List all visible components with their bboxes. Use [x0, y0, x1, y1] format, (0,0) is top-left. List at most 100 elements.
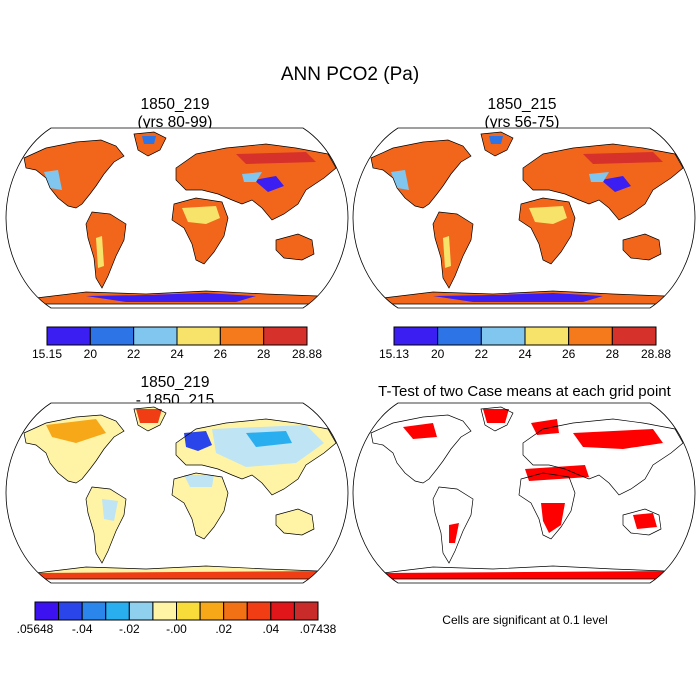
field-scandinavia-sig [531, 419, 559, 435]
continent-australia [276, 509, 314, 535]
field-sahara-lightblue [184, 475, 214, 487]
field-greenland-sig [483, 409, 509, 423]
continent-australia [623, 234, 661, 260]
colorbar-swatch [568, 326, 613, 346]
colorbar-tick-label: 24 [518, 347, 532, 361]
coastline-north-america [370, 139, 472, 209]
coastline-north-america [23, 139, 125, 209]
coastline-africa [518, 472, 576, 540]
coastline-greenland [133, 406, 167, 432]
map-panel-bottom-right [352, 402, 696, 584]
colorbar-tick-label: 15.13 [378, 347, 410, 361]
coastline-eurasia [522, 143, 684, 221]
map-border [352, 402, 696, 584]
colorbar-swatch [34, 601, 60, 621]
coastline-south-america [85, 486, 127, 564]
colorbar-swatches [34, 601, 319, 621]
colorbar-tick-label: 26 [213, 347, 228, 361]
coastline-north-america [23, 414, 125, 484]
field-tibet-blue [254, 176, 284, 192]
colorbar-swatch [176, 601, 201, 621]
coastline-africa [518, 197, 576, 265]
field-sahara-yellow [529, 206, 567, 224]
field-central-asia-lightblue [242, 172, 262, 182]
colorbar-tick-label: .02 [215, 622, 232, 636]
panel-title-bottom-left-line1: 1850_219 [140, 374, 210, 391]
colorbar-tick-label: -.04 [71, 622, 93, 636]
field-siberia-dark [583, 152, 663, 164]
colorbar-swatch [293, 601, 319, 621]
coastline-eurasia [522, 418, 684, 496]
coastline-south-america [432, 211, 474, 289]
field-antarctica-red [28, 571, 326, 579]
field-greenland-blue [142, 136, 156, 144]
field-rockies-blue [391, 170, 409, 190]
colorbar-tick-label: .04 [262, 622, 280, 636]
colorbar-tick-label: .05648 [16, 622, 54, 636]
colorbar-swatch [611, 326, 657, 346]
field-antarctica-blue [433, 293, 603, 302]
field-greenland-blue [489, 136, 503, 144]
colorbar-swatch [89, 326, 135, 346]
colorbar-tick-label: -.02 [118, 622, 140, 636]
colorbar-tick-label: 20 [83, 347, 98, 361]
colorbar-swatch [393, 326, 439, 346]
map-panel-top-left [5, 127, 349, 309]
coastline-greenland [480, 406, 514, 432]
coastline-africa [171, 472, 229, 540]
coastline-south-america [432, 486, 474, 564]
field-tibet-blue [601, 176, 631, 192]
field-australia-sig [633, 513, 657, 529]
coastline-north-america [370, 414, 472, 484]
panel-title-top-right: 1850_215 (yrs 56-75) [352, 96, 692, 132]
panel-title-bottom-right: T-Test of two Case means at each grid po… [352, 383, 697, 401]
field-asia-lightblue [212, 425, 324, 467]
colorbar-tick-label: 28.88 [291, 347, 323, 361]
continent-australia [276, 234, 314, 260]
colorbar-tick-label: 28.88 [640, 347, 672, 361]
colorbar-tick-label: 28 [256, 347, 271, 361]
significance-footnote: Cells are significant at 0.1 level [442, 613, 608, 627]
field-canada-orange [46, 419, 106, 443]
colorbar-swatch [199, 601, 225, 621]
coastline-australia [622, 233, 662, 261]
colorbar-swatch [524, 326, 570, 346]
map-border [5, 402, 349, 584]
colorbar-swatch [263, 326, 308, 346]
field-central-asia-lightblue [589, 172, 609, 182]
continent-africa [172, 473, 228, 539]
coastline-eurasia [175, 143, 337, 221]
field-greenland-red [136, 409, 162, 423]
coastline-antarctica [373, 565, 674, 580]
colorbar-swatch [219, 326, 265, 346]
map-panel-bottom-left [5, 402, 349, 584]
field-canada-sig [403, 423, 437, 439]
colorbar-swatch [105, 601, 130, 621]
coastline-greenland [133, 131, 167, 157]
field-europe-blue [184, 431, 212, 451]
coastline-greenland [480, 131, 514, 157]
field-south-america-lightblue [102, 499, 118, 521]
coastline-south-america [85, 211, 127, 289]
continent-south-america [86, 212, 126, 288]
colorbar-swatch [133, 326, 178, 346]
colorbar-top-right: 15.13 20 22 24 26 28 28.88 [379, 326, 671, 366]
colorbar-tick-label: 28 [605, 347, 620, 361]
field-antarctica-blue [86, 293, 256, 302]
panel-title-top-right-line2: (yrs 56-75) [484, 114, 560, 131]
field-rockies-blue [44, 170, 62, 190]
colorbar-tick-label: -.00 [166, 622, 187, 636]
continent-south-america [433, 212, 473, 288]
continent-north-america [371, 140, 471, 208]
coastline-australia [275, 508, 315, 536]
panel-title-top-left-line1: 1850_219 [140, 96, 210, 113]
colorbar-top-left: 15.15 20 22 24 26 28 28.88 [32, 326, 322, 366]
field-eurasia-sig [573, 429, 663, 449]
colorbar-swatch [152, 601, 177, 621]
colorbar-swatch [223, 601, 248, 621]
coastline-antarctica [373, 290, 674, 305]
colorbar-swatches [46, 326, 308, 346]
colorbar-swatch [58, 601, 83, 621]
colorbar-tick-label: 24 [170, 347, 184, 361]
colorbar-bottom-left: .05648 -.04 -.02 -.00 .02 .04 .07438 [17, 601, 336, 641]
